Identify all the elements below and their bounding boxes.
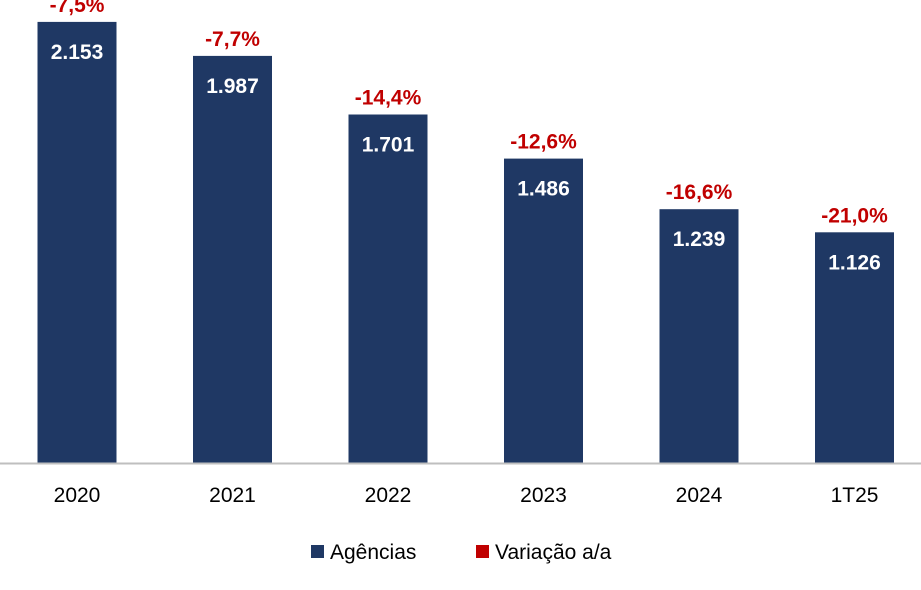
x-tick-label-2021: 2021 xyxy=(209,484,256,507)
bar-2022 xyxy=(348,114,428,463)
bar-2023 xyxy=(504,158,583,463)
x-tick-label-2020: 2020 xyxy=(54,484,101,507)
bar-1T25 xyxy=(815,232,894,463)
bar-value-label-2020: 2.153 xyxy=(51,41,104,64)
x-tick-label-2024: 2024 xyxy=(676,484,723,507)
bars-group: 2.153 -7,5% 1.987 -7,7% 1.701 -14,4% 1.486 -12,… xyxy=(37,0,894,464)
legend: Agências Variação a/a xyxy=(311,541,612,564)
x-tick-label-2022: 2022 xyxy=(365,484,412,507)
bar-value-label-2022: 1.701 xyxy=(362,134,415,157)
legend-swatch-variacao xyxy=(476,545,489,558)
x-tick-label-1T25: 1T25 xyxy=(831,484,879,507)
bar-2021 xyxy=(193,55,272,464)
variation-label-2022: -14,4% xyxy=(355,87,422,110)
variation-label-2021: -7,7% xyxy=(205,28,260,51)
bar-value-label-2024: 1.239 xyxy=(673,228,726,251)
legend-swatch-agencias xyxy=(311,545,324,558)
bar-2024 xyxy=(659,209,739,463)
bar-value-label-2023: 1.486 xyxy=(517,178,570,201)
variation-label-2020: -7,5% xyxy=(50,0,105,17)
x-tick-labels: 2020 2021 2022 2023 2024 1T25 xyxy=(54,484,879,507)
x-tick-label-2023: 2023 xyxy=(520,484,567,507)
bar-value-label-1T25: 1.126 xyxy=(828,251,881,274)
legend-label-variacao: Variação a/a xyxy=(495,541,612,564)
bar-value-label-2021: 1.987 xyxy=(206,75,259,98)
variation-label-2024: -16,6% xyxy=(666,181,733,204)
legend-label-agencias: Agências xyxy=(330,541,416,564)
bar-2020 xyxy=(37,21,117,464)
variation-label-1T25: -21,0% xyxy=(821,204,888,227)
variation-label-2023: -12,6% xyxy=(510,131,577,154)
